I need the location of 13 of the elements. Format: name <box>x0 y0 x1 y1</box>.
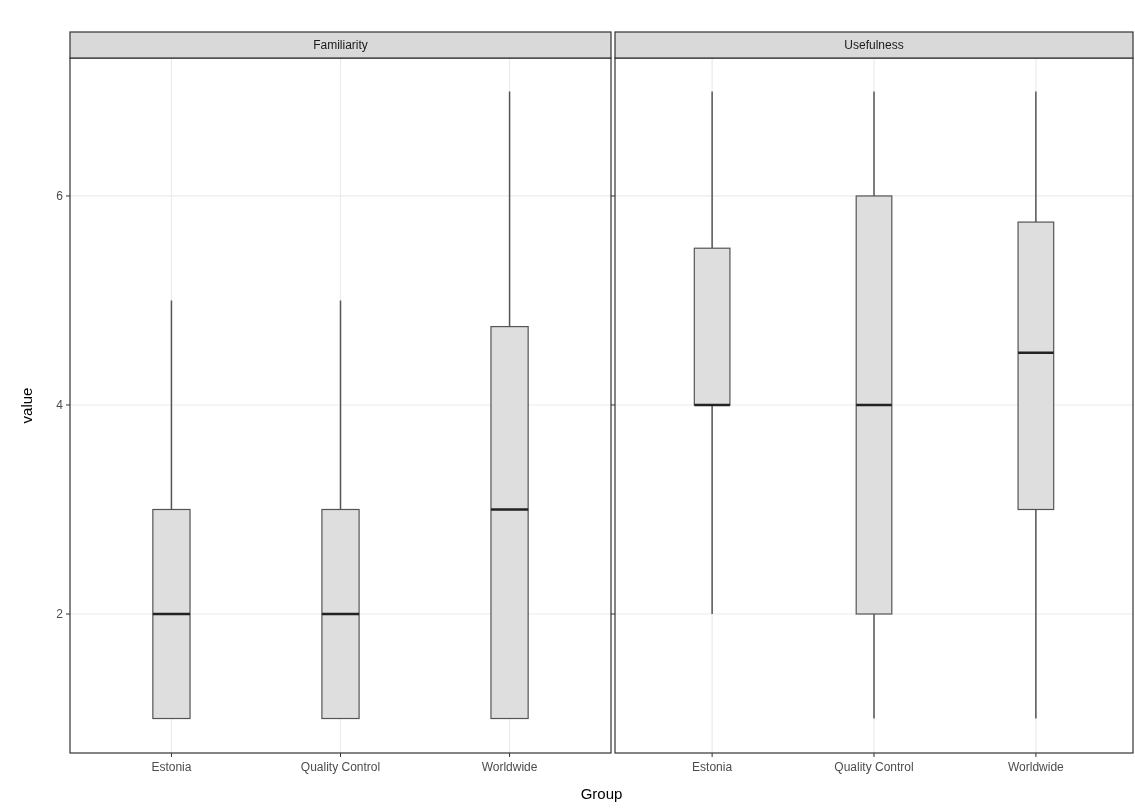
x-tick-label: Worldwide <box>1007 760 1065 774</box>
y-tick-label: 2 <box>56 607 64 621</box>
x-tick-label: Worldwide <box>481 760 538 774</box>
x-tick-label: Quality Control <box>834 760 914 774</box>
y-tick-label: 6 <box>56 188 64 203</box>
x-tick-label: Estonia <box>151 760 192 774</box>
y-tick-label: 4 <box>56 397 64 412</box>
chart-title: Familiarity <box>313 38 368 52</box>
x-tick-label: Quality Control <box>300 760 381 774</box>
x-axis-title: Group <box>580 785 623 802</box>
y-axis-title: value <box>18 387 35 424</box>
x-tick-label: Estonia <box>692 760 733 774</box>
chart-title: Usefulness <box>844 38 904 52</box>
